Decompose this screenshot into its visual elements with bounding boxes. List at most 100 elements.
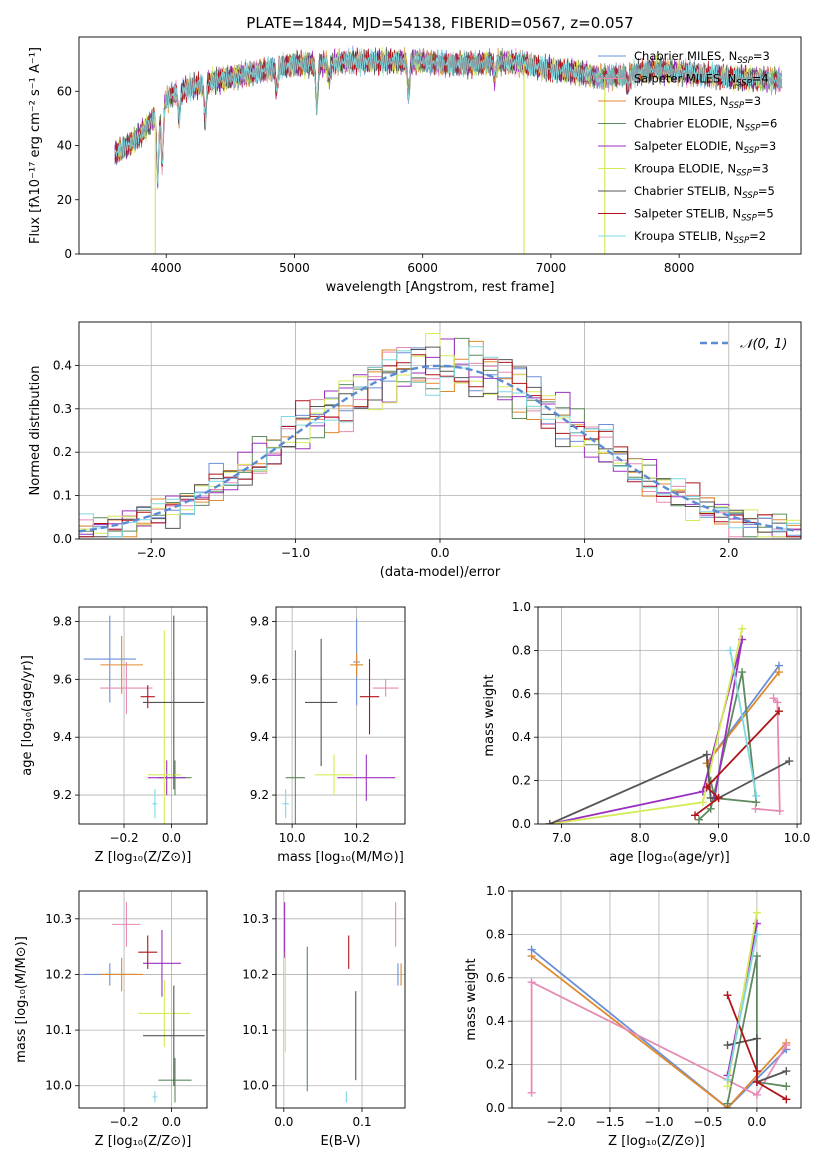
errorbar-point [152,1091,158,1103]
weight-marker [726,646,735,655]
x-axis-label: (data-model)/error [380,565,501,580]
errorbar-point [140,685,155,709]
x-tick-label: 7000 [536,261,567,275]
errorbar-point [314,754,354,796]
y-tick-label: 0.6 [512,687,531,701]
weight-marker [775,668,784,677]
y-tick-label: 9.2 [250,788,269,802]
y-tick-label: 9.6 [53,672,72,686]
x-axis-label: age [log₁₀(age/yr)] [609,850,730,865]
x-axis-label: E(B-V) [320,1134,360,1149]
weight-marker [723,991,732,1000]
x-tick-label: 10.0 [784,831,811,845]
y-tick-label: 1.0 [486,884,505,898]
x-tick-label: −2.0 [546,1115,575,1129]
weight-marker [527,978,536,987]
weight-marker [527,952,536,961]
y-tick-label: 10.2 [45,967,72,981]
x-tick-label: −1.0 [281,546,310,560]
legend-label: Kroupa MILES, NSSP=3 [634,94,761,111]
y-tick-label: 20 [57,193,72,207]
y-tick-label: 10.3 [45,912,72,926]
errorbar-point [112,902,141,947]
x-tick-label: −0.2 [109,1115,138,1129]
y-tick-label: 9.8 [53,614,72,628]
spectrum-plot-area [114,45,783,254]
chart-title: PLATE=1844, MJD=54138, FIBERID=0567, z=0… [246,14,633,32]
weight-marker [706,793,715,802]
errorbar-point [143,615,205,790]
y-axis-label: mass weight [482,674,497,756]
y-tick-label: 0.0 [53,532,72,546]
y-tick-label: 0.2 [512,774,531,788]
x-tick-label: 0.0 [162,1115,181,1129]
legend-label: Kroupa STELIB, NSSP=2 [634,229,766,246]
weight-marker [752,1034,761,1043]
legend-label: Kroupa ELODIE, NSSP=3 [634,162,769,179]
x-tick-label: 10.2 [343,831,370,845]
y-tick-label: 60 [57,84,72,98]
legend-label: Salpeter ELODIE, NSSP=3 [634,139,776,156]
y-tick-label: 9.6 [250,672,269,686]
y-tick-label: 0 [64,247,72,261]
y-tick-label: 0.0 [486,1101,505,1115]
errorbar-point [147,630,181,824]
axes-frame [78,36,802,255]
weight-marker [785,757,794,766]
x-tick-label: −0.2 [109,831,138,845]
normal-curve [79,364,799,533]
errorbar-point [337,754,396,801]
x-tick-label: 0.0 [747,1115,766,1129]
errorbar-point [138,935,158,969]
x-tick-label: −2.0 [137,546,166,560]
y-axis-label: mass [log₁₀(M/M⊙)] [14,936,29,1063]
errorbar-point [305,638,338,767]
mass_weight_vs_Z-panel: −2.0 −1.5 −1.0 −0.5 0.0 0.0 0.2 0.4 0.6 0.8 1.0 Z [… [464,884,802,1149]
weight-marker [702,750,711,759]
y-tick-label: 0.6 [486,971,505,985]
x-tick-label: 8000 [664,261,695,275]
weight-marker [752,1067,761,1076]
y-tick-label: 9.8 [250,614,269,628]
weight-marker [752,930,761,939]
y-axis-label: age [log₁₀(age/yr)] [20,655,35,776]
x-tick-label: 8.0 [631,831,650,845]
errorbar-point [152,789,158,819]
y-tick-label: 40 [57,139,72,153]
y-tick-label: 10.2 [242,967,269,981]
weight-marker [773,698,782,707]
errorbar-point [83,615,136,703]
weight-marker [691,811,700,820]
legend-label: Chabrier ELODIE, NSSP=6 [634,117,777,134]
mass_vs_ebv-panel: 0.0 0.1 10.0 10.1 10.2 10.3 E(B-V) [242,890,406,1149]
mass_vs_ebv-plot-area [284,902,402,1103]
axes-frame [78,890,208,1109]
weight-line-salpeter-stelib [726,994,787,1101]
x-tick-label: 0.0 [162,831,181,845]
y-tick-label: 10.1 [45,1023,72,1037]
weight-marker [698,798,707,807]
weight-marker [706,804,715,813]
weight-marker [752,1090,761,1099]
legend-label: Chabrier STELIB, NSSP=5 [634,184,775,201]
y-tick-label: 1.0 [512,600,531,614]
x-tick-label: 7.0 [552,831,571,845]
y-axis-label: mass weight [464,958,479,1040]
y-tick-label: 0.2 [53,445,72,459]
errorbar-point [282,789,289,819]
x-tick-label: 10.0 [279,831,306,845]
errorbar-point [147,760,186,796]
errorbar-point [359,659,380,735]
y-tick-label: 0.4 [512,730,531,744]
x-tick-label: 0.0 [430,546,449,560]
weight-marker [738,668,747,677]
weight-line-kroupa-miles [531,955,787,1108]
errorbar-point [350,653,364,677]
weight-marker [527,1088,536,1097]
errorbar-point [285,650,306,824]
mass_weight_vs_Z-plot-area [527,908,791,1108]
x-tick-label: 2.0 [719,546,738,560]
histogram-kroupa-stelib [79,346,801,538]
errorbar-point [158,1057,192,1103]
